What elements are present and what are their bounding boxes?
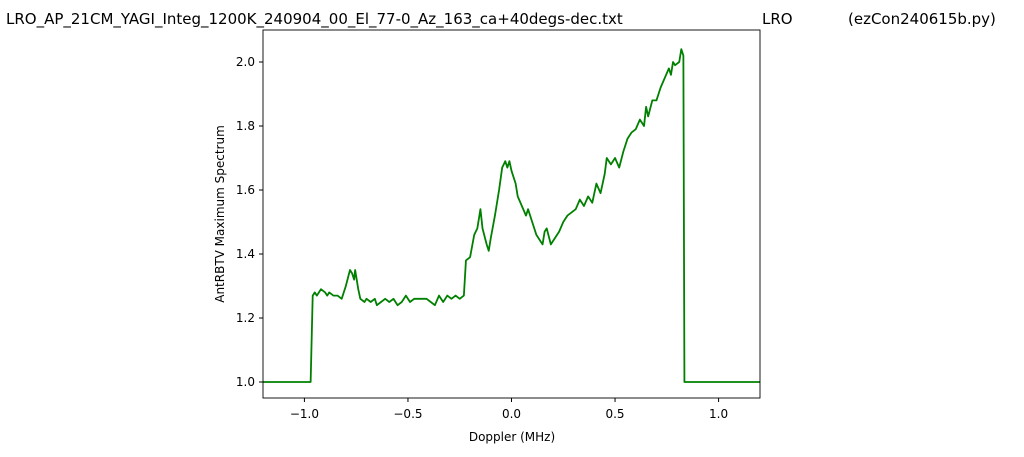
y-axis-label: AntRBTV Maximum Spectrum	[213, 125, 227, 303]
data-line	[263, 48, 760, 383]
y-tick-label: 1.2	[236, 311, 255, 325]
y-tick-label: 1.6	[236, 183, 255, 197]
chart-title: (ezCon240615b.py)	[848, 10, 996, 28]
y-tick-label: 1.8	[236, 119, 255, 133]
x-tick-label: 0.5	[605, 407, 624, 421]
x-tick-label: 0.0	[502, 407, 521, 421]
x-tick-label: −0.5	[393, 407, 422, 421]
y-tick-label: 2.0	[236, 55, 255, 69]
plot-frame	[262, 29, 761, 399]
y-tick-label: 1.4	[236, 247, 255, 261]
x-tick-label: −1.0	[290, 407, 319, 421]
y-tick-label: 1.0	[236, 375, 255, 389]
x-tick-label: 1.0	[709, 407, 728, 421]
chart-title: LRO_AP_21CM_YAGI_Integ_1200K_240904_00_E…	[6, 10, 623, 29]
chart-title: LRO	[762, 10, 793, 28]
x-axis-label: Doppler (MHz)	[469, 430, 555, 444]
